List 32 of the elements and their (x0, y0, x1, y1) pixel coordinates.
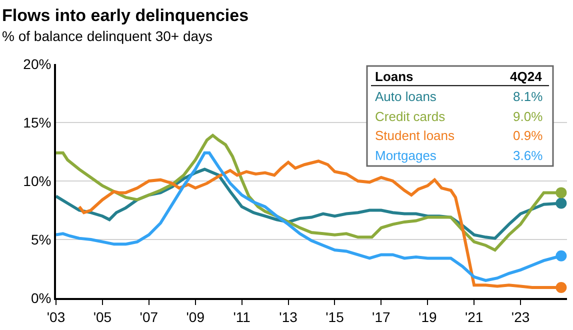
text: Mortgages (375, 148, 437, 163)
annotation: 4Q24 (510, 69, 543, 84)
point (556, 187, 567, 198)
x-tick-label: '19 (418, 308, 437, 325)
x-tick-label: '11 (233, 308, 251, 325)
x-tick-label: '21 (464, 308, 484, 325)
x-tick-label: '09 (186, 308, 205, 325)
annotation: 9.0% (513, 109, 544, 124)
y-tick-label: 0% (30, 290, 52, 306)
chart-subtitle: % of balance delinquent 30+ days (2, 28, 213, 44)
y-tick-label: 20% (23, 56, 52, 72)
x-tick-label: '03 (46, 308, 66, 325)
chart-title: Flows into early delinquencies (2, 6, 249, 25)
annotation: 3.6% (513, 148, 544, 163)
point (556, 198, 567, 209)
x-tick-label: '15 (326, 308, 344, 325)
y-tick-label: 5% (30, 231, 52, 248)
text: Credit cards (375, 109, 446, 124)
point (556, 250, 567, 262)
x-tick-label: '07 (140, 308, 158, 325)
point (556, 282, 567, 293)
x-tick-label: '05 (93, 308, 112, 325)
annotation: 0.9% (513, 128, 544, 143)
annotation: 8.1% (513, 89, 544, 104)
y-tick-label: 15% (23, 114, 52, 130)
annotation: Loans (375, 69, 414, 84)
y-tick-label: 10% (23, 172, 52, 189)
x-tick-label: '13 (279, 308, 298, 325)
text: Student loans (375, 128, 456, 143)
text: Auto loans (375, 89, 437, 104)
x-tick-label: '23 (511, 308, 530, 325)
x-tick-label: '17 (372, 308, 391, 325)
